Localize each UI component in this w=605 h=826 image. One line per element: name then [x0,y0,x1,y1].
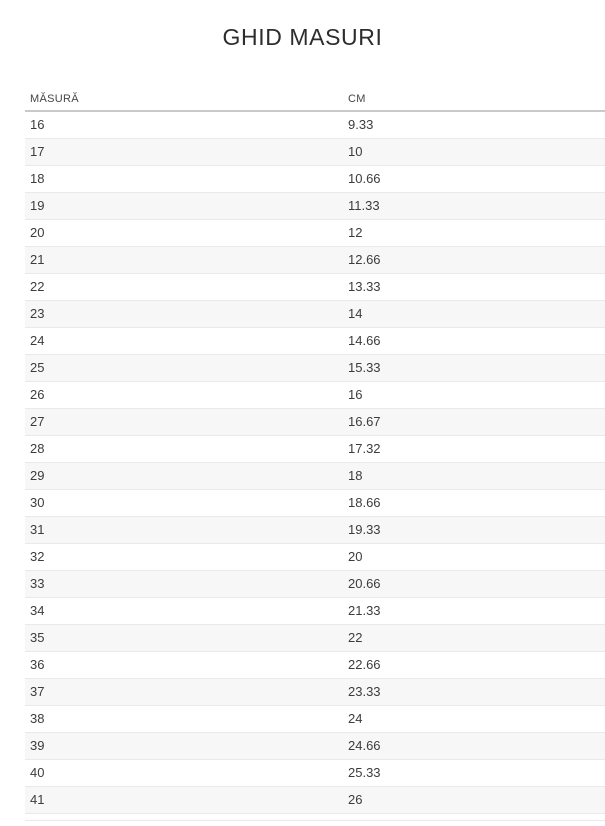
cm-cell: 15.33 [348,360,381,375]
table-row: 28 17.32 [25,436,605,463]
size-table: MĂSURĂ CM 16 9.33 17 10 18 10.66 19 11.3… [25,88,605,821]
cm-cell: 10 [348,144,363,159]
cm-cell: 21.33 [348,603,381,618]
table-row: 39 24.66 [25,733,605,760]
cm-cell: 11.33 [348,198,380,213]
size-cell: 40 [30,765,45,780]
table-row: 27 16.67 [25,409,605,436]
size-cell: 30 [30,495,45,510]
cm-cell: 12.66 [348,252,381,267]
size-cell: 38 [30,711,45,726]
size-cell: 16 [30,117,45,132]
cm-cell: 19.33 [348,522,381,537]
table-row: 21 12.66 [25,247,605,274]
size-cell: 28 [30,441,45,456]
cm-cell: 20.66 [348,576,381,591]
size-cell: 25 [30,360,45,375]
cm-cell: 14 [348,306,363,321]
table-row: 20 12 [25,220,605,247]
size-cell: 36 [30,657,45,672]
size-cell: 27 [30,414,45,429]
table-row: 25 15.33 [25,355,605,382]
table-row: 18 10.66 [25,166,605,193]
table-row: 35 22 [25,625,605,652]
size-table-body: 16 9.33 17 10 18 10.66 19 11.33 20 12 21… [25,112,605,814]
size-cell: 17 [30,144,45,159]
cm-cell: 18 [348,468,363,483]
size-cell: 24 [30,333,45,348]
table-row: 23 14 [25,301,605,328]
table-row: 37 23.33 [25,679,605,706]
size-cell: 21 [30,252,45,267]
cm-cell: 13.33 [348,279,381,294]
table-row: 38 24 [25,706,605,733]
cm-cell: 18.66 [348,495,381,510]
partial-cut-row [25,814,605,821]
table-row: 36 22.66 [25,652,605,679]
table-row: 33 20.66 [25,571,605,598]
table-row: 17 10 [25,139,605,166]
size-cell: 18 [30,171,45,186]
size-cell: 22 [30,279,45,294]
cm-cell: 16 [348,387,363,402]
size-cell: 34 [30,603,45,618]
table-row: 30 18.66 [25,490,605,517]
table-row: 16 9.33 [25,112,605,139]
size-cell: 23 [30,306,45,321]
cm-cell: 10.66 [348,171,381,186]
header-cm: CM [348,93,366,105]
cm-cell: 20 [348,549,363,564]
cm-cell: 12 [348,225,363,240]
cm-cell: 17.32 [348,441,381,456]
size-table-header-row: MĂSURĂ CM [25,88,605,112]
cm-cell: 25.33 [348,765,381,780]
size-cell: 33 [30,576,45,591]
table-row: 41 26 [25,787,605,814]
table-row: 29 18 [25,463,605,490]
size-guide-page: GHID MASURI MĂSURĂ CM 16 9.33 17 10 18 1… [0,24,605,821]
table-row: 40 25.33 [25,760,605,787]
cm-cell: 26 [348,792,363,807]
cm-cell: 16.67 [348,414,381,429]
size-cell: 26 [30,387,45,402]
cm-cell: 24 [348,711,363,726]
size-cell: 39 [30,738,45,753]
size-cell: 29 [30,468,45,483]
table-row: 34 21.33 [25,598,605,625]
size-cell: 20 [30,225,45,240]
size-cell: 32 [30,549,45,564]
cm-cell: 22 [348,630,363,645]
cm-cell: 22.66 [348,657,381,672]
table-row: 19 11.33 [25,193,605,220]
size-cell: 19 [30,198,45,213]
size-cell: 31 [30,522,45,537]
size-cell: 35 [30,630,45,645]
size-cell: 41 [30,792,45,807]
table-row: 31 19.33 [25,517,605,544]
table-row: 32 20 [25,544,605,571]
cm-cell: 9.33 [348,117,374,132]
table-row: 24 14.66 [25,328,605,355]
size-cell: 37 [30,684,45,699]
cm-cell: 14.66 [348,333,381,348]
cm-cell: 24.66 [348,738,381,753]
table-row: 22 13.33 [25,274,605,301]
header-masura: MĂSURĂ [30,93,79,105]
page-title: GHID MASURI [222,24,383,50]
table-row: 26 16 [25,382,605,409]
cm-cell: 23.33 [348,684,381,699]
